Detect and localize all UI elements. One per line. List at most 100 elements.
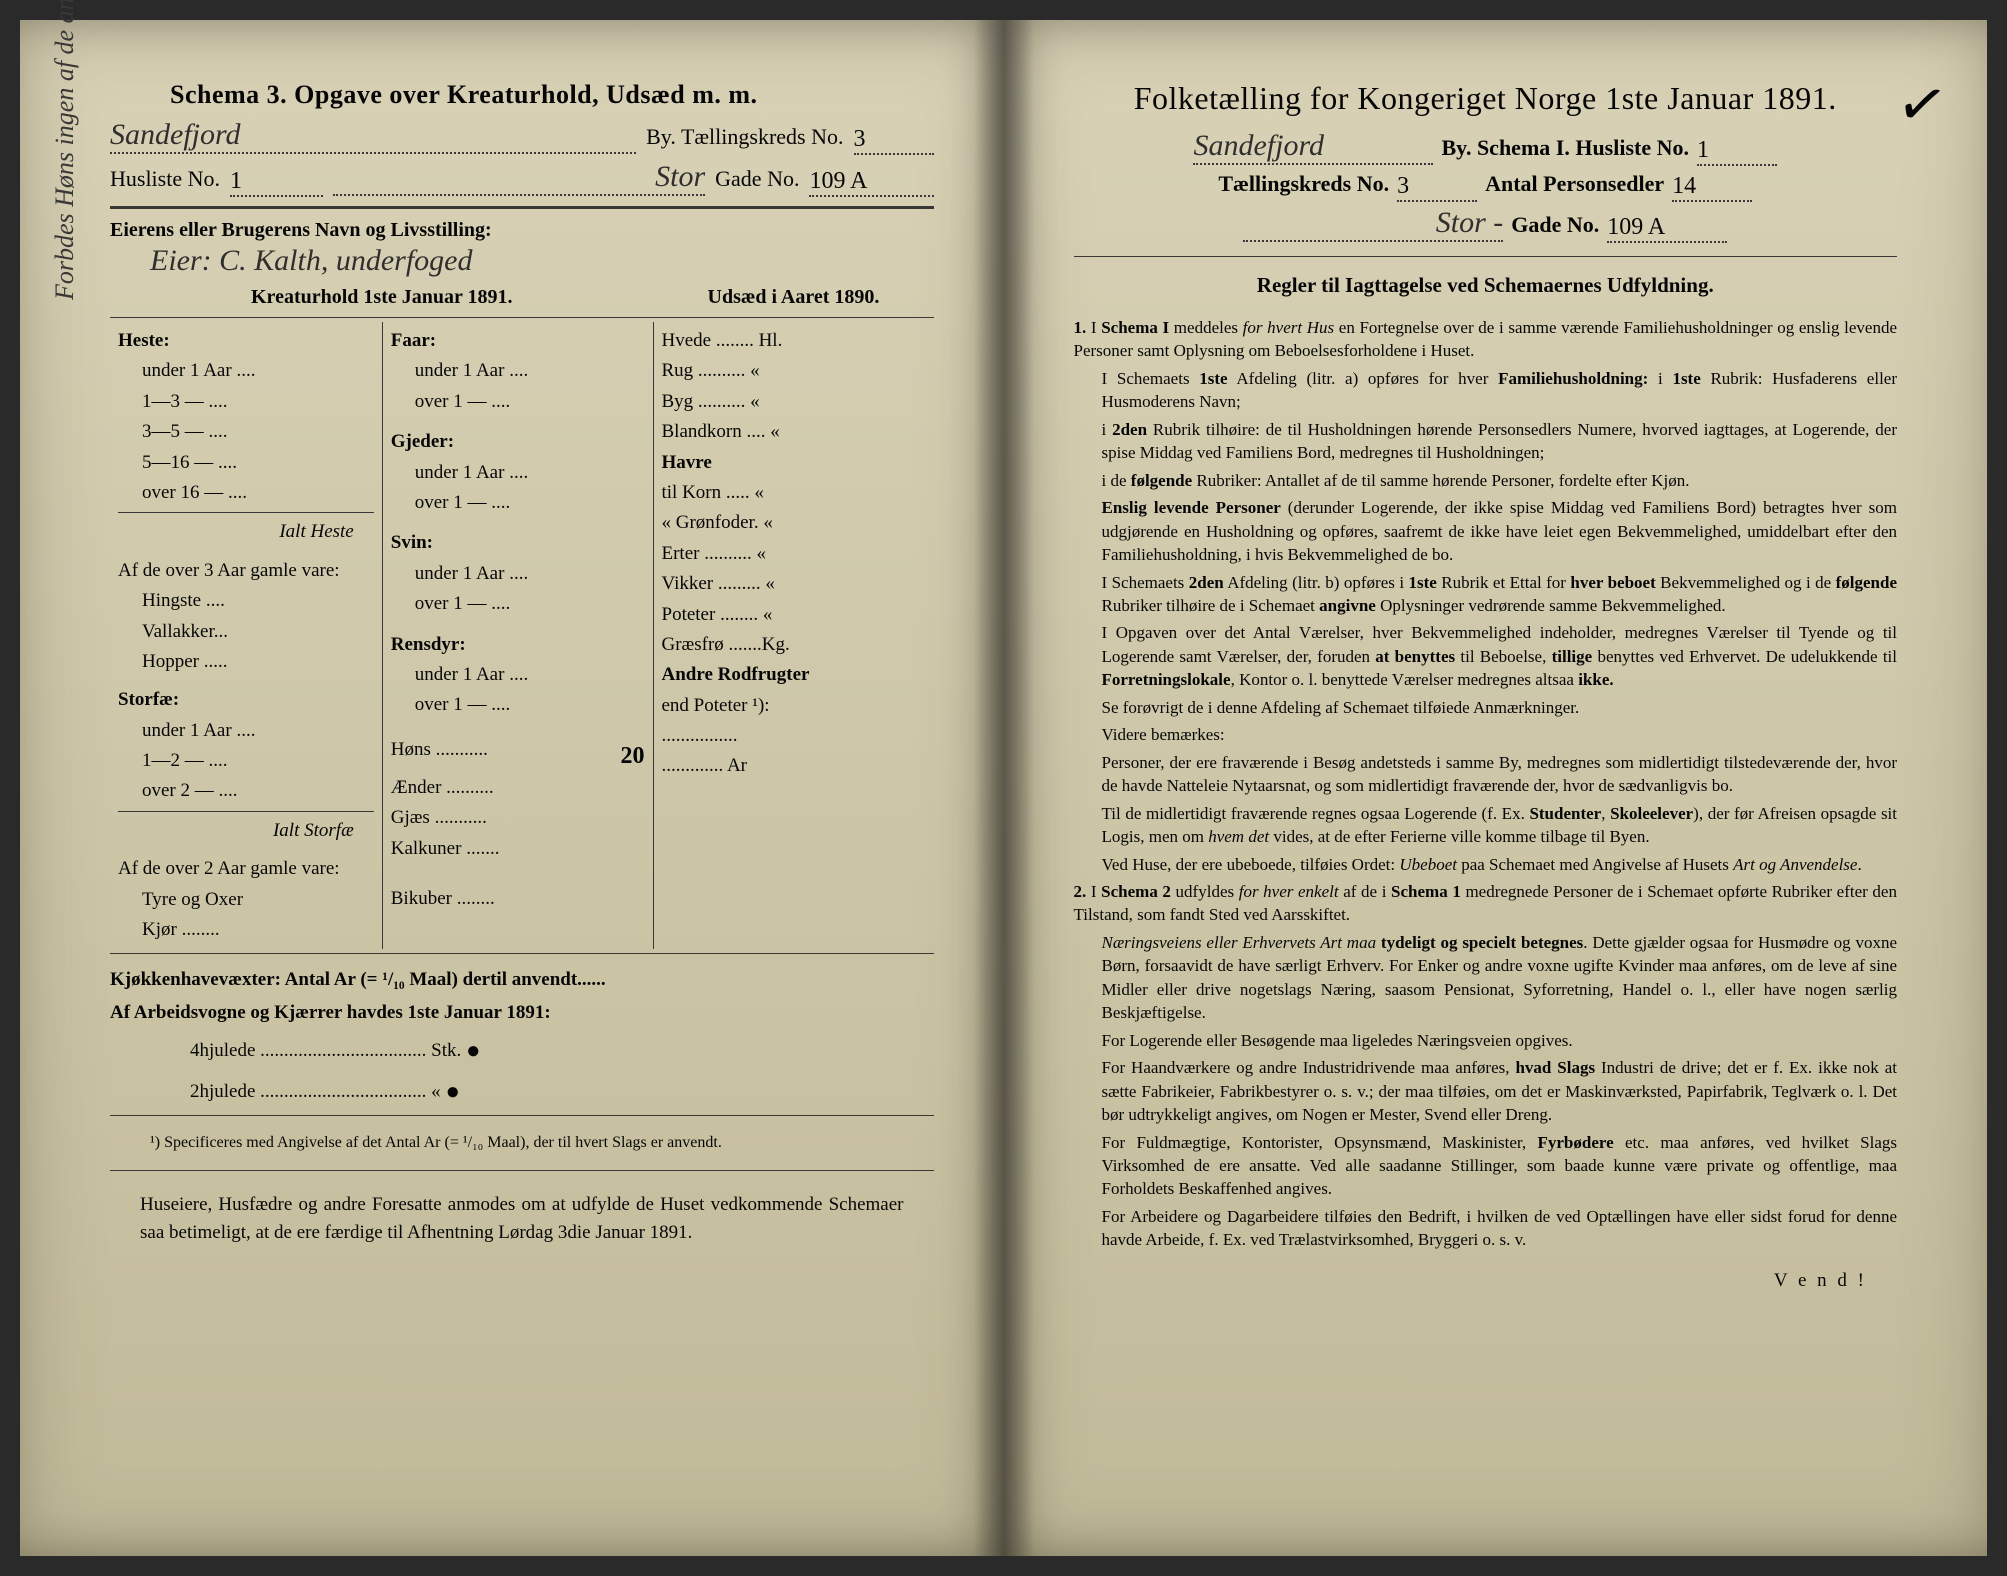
rule-paragraph: Ved Huse, der ere ubeboede, tilføies Ord… [1074,853,1898,876]
gade-label: Gade No. [1511,212,1599,238]
heste-sub: Vallakker... [118,617,374,647]
margin-annotation: Forbdes Høns ingen af de anbankes. [50,0,80,300]
rule-paragraph: Til de midlertidigt fraværende regnes og… [1074,802,1898,849]
storfae-sub: Kjør ........ [118,915,374,945]
aender: Ænder .......... [391,773,645,803]
rule-paragraph: Personer, der ere fraværende i Besøg and… [1074,751,1898,798]
faar-row: under 1 Aar .... [391,356,645,386]
udsaed-row: Hvede ........ Hl. [662,326,926,356]
census-title: Folketælling for Kongeriget Norge 1ste J… [1074,80,1898,117]
gade-label: Gade No. [715,166,799,192]
rules-body: 1. I Schema I meddeles for hvert Hus en … [1074,312,1898,1256]
divider [110,953,934,954]
gjeder-row: over 1 — .... [391,488,645,518]
rule-paragraph: I Opgaven over det Antal Værelser, hver … [1074,621,1898,691]
storfae-row: under 1 Aar .... [118,716,374,746]
antal-label: Antal Personsedler [1485,171,1664,197]
gjeder-title: Gjeder: [391,427,645,457]
vend-label: V e n d ! [1074,1270,1898,1292]
udsaed-row: til Korn ..... « [662,478,926,508]
city-handwritten: Sandefjord [110,118,636,154]
udsaed-row: Blandkorn .... « [662,417,926,447]
rensdyr-row: over 1 — .... [391,690,645,720]
divider [110,317,934,318]
udsaed-row: Rug .......... « [662,356,926,386]
udsaed-row: Poteter ........ « [662,600,926,630]
footer-note: Huseiere, Husfædre og andre Foresatte an… [110,1191,934,1248]
husliste-no: 1 [230,168,323,197]
udsaed-row: « Grønfoder. « [662,508,926,538]
hons-label: Høns ........... [391,735,488,773]
rule-paragraph: 2. I Schema 2 udfyldes for hver enkelt a… [1074,880,1898,927]
rule-paragraph: 1. I Schema I meddeles for hvert Hus en … [1074,316,1898,363]
divider [110,206,934,209]
kreds-label: Tællingskreds No. [1218,171,1389,197]
rensdyr-title: Rensdyr: [391,630,645,660]
storfae-row: over 2 — .... [118,776,374,806]
livestock-col-1: Heste: under 1 Aar .... 1—3 — .... 3—5 —… [110,322,382,949]
rule-paragraph: Enslig levende Personer (derunder Logere… [1074,496,1898,566]
divider [1074,256,1898,257]
col-head-kreatur: Kreaturhold 1ste Januar 1891. [110,286,654,309]
rule-paragraph: I Schemaets 2den Afdeling (litr. b) opfø… [1074,571,1898,618]
storfae-row: 1—2 — .... [118,746,374,776]
udsaed-row: Andre Rodfrugter [662,660,926,690]
rules-title: Regler til Iagttagelse ved Schemaernes U… [1074,273,1898,298]
udsaed-row: ................ [662,721,926,751]
rule-paragraph: Se forøvrigt de i denne Afdeling af Sche… [1074,696,1898,719]
udsaed-row: Byg .......... « [662,387,926,417]
udsaed-row: ............. Ar [662,751,926,781]
livestock-col-2: Faar: under 1 Aar .... over 1 — .... Gje… [382,322,654,949]
antal-val: 14 [1672,173,1752,202]
rule-paragraph: i 2den Rubrik tilhøire: de til Husholdni… [1074,418,1898,465]
storfae-sub: Tyre og Oxer [118,885,374,915]
hjul4: 4hjulede ...............................… [190,1040,461,1061]
over3-label: Af de over 3 Aar gamle vare: [118,556,374,586]
heste-title: Heste: [118,326,374,356]
heste-row: under 1 Aar .... [118,356,374,386]
ialt-storfae: Ialt Storfæ [118,816,374,846]
kjokken-label: Kjøkkenhavevæxter: Antal Ar (= ¹/₁₀ Maal… [110,969,606,990]
faar-row: over 1 — .... [391,387,645,417]
udsaed-col: Hvede ........ Hl. Rug .......... « Byg … [654,322,934,949]
heste-row: 1—3 — .... [118,387,374,417]
over2-label: Af de over 2 Aar gamle vare: [118,854,374,884]
svin-row: under 1 Aar .... [391,559,645,589]
heste-sub: Hopper ..... [118,647,374,677]
rule-paragraph: i de følgende Rubriker: Antallet af de t… [1074,469,1898,492]
heste-sub: Hingste .... [118,586,374,616]
kreds-no: 3 [854,126,934,155]
husliste-label: Husliste No. [110,166,220,192]
rule-paragraph: For Logerende eller Besøgende maa ligele… [1074,1029,1898,1052]
gade-hw: Stor [333,160,705,196]
by-label: By. Tællingskreds No. [646,124,843,150]
arbeidsvogne-label: Af Arbeidsvogne og Kjærrer havdes 1ste J… [110,1002,551,1023]
gade-no: 109 A [1607,214,1727,243]
faar-title: Faar: [391,326,645,356]
heste-row: 3—5 — .... [118,417,374,447]
kreds-no: 3 [1397,173,1477,202]
rule-paragraph: For Fuldmægtige, Kontorister, Opsynsmænd… [1074,1131,1898,1201]
udsaed-row: Erter .......... « [662,539,926,569]
rule-paragraph: Videre bemærkes: [1074,723,1898,746]
city-hw: Sandefjord [1193,129,1433,165]
udsaed-row: Græsfrø .......Kg. [662,630,926,660]
owner-label: Eierens eller Brugerens Navn og Livsstil… [110,219,934,242]
kalkuner: Kalkuner ....... [391,834,645,864]
line1-label: By. Schema I. Husliste No. [1441,135,1689,161]
rule-paragraph: I Schemaets 1ste Afdeling (litr. a) opfø… [1074,367,1898,414]
udsaed-row: Havre [662,448,926,478]
svin-title: Svin: [391,528,645,558]
divider [110,1170,934,1171]
gade-hw: Stor - [1243,206,1503,242]
udsaed-row: end Poteter ¹): [662,691,926,721]
corner-checkmark: ✓ [1891,66,1953,144]
bikuber: Bikuber ........ [391,884,645,914]
col-head-udsaed: Udsæd i Aaret 1890. [654,286,934,309]
heste-row: over 16 — .... [118,478,374,508]
rule-paragraph: For Haandværkere og andre Industridriven… [1074,1056,1898,1126]
rule-paragraph: For Arbeidere og Dagarbeidere tilføies d… [1074,1205,1898,1252]
ialt-heste: Ialt Heste [118,517,374,547]
gjeder-row: under 1 Aar .... [391,458,645,488]
hons-value: 20 [621,737,645,775]
